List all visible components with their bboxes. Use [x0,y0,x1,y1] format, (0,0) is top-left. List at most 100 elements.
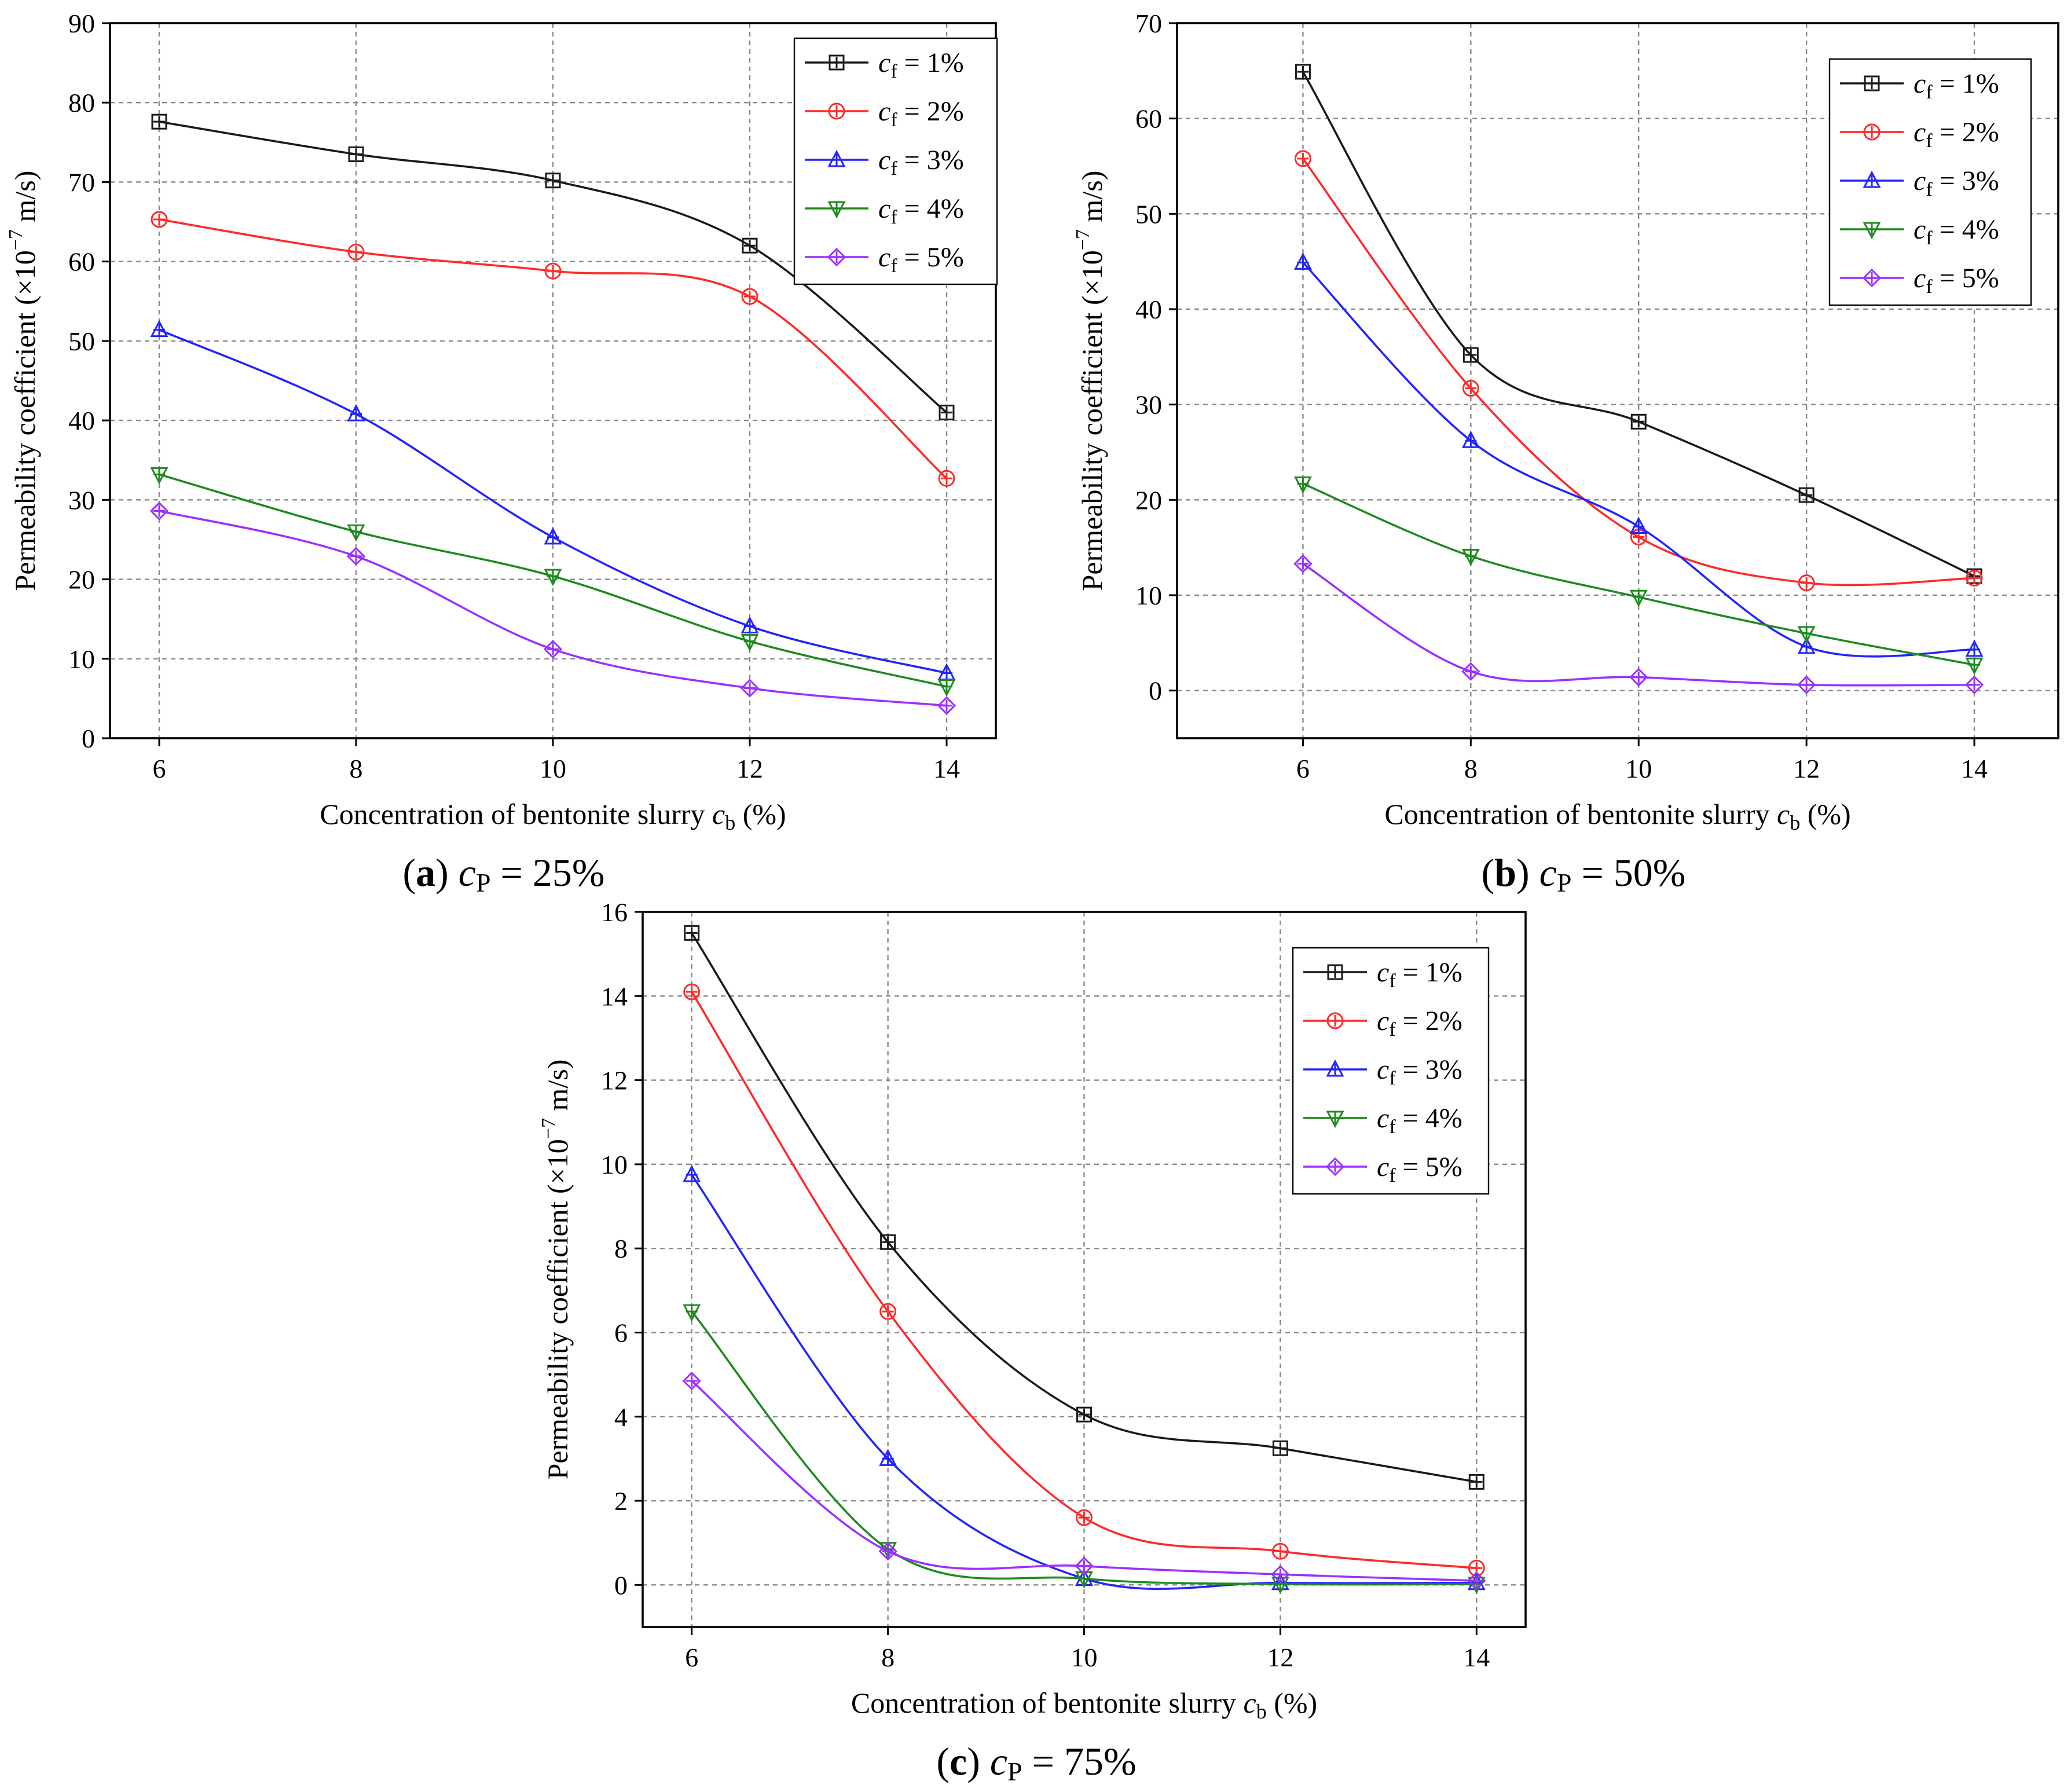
data-point [1462,380,1479,397]
legend-marker [1326,1059,1344,1077]
legend-box [1828,58,2032,306]
legend-item-cf1: cf = 1% [805,47,964,82]
y-tick-label: 0 [82,724,95,753]
legend-marker [827,149,846,167]
series-line [691,1310,1477,1586]
data-point [1461,430,1480,448]
y-tick-label: 30 [1135,390,1162,420]
legend: cf = 1% cf = 2% cf = 3% cf = 4% cf = 5% [1828,58,2032,306]
legend-label: cf = 4% [1914,214,1999,249]
legend-item-cf4: cf = 4% [1303,1103,1462,1138]
series-line [691,991,1477,1570]
data-point [1629,668,1648,687]
legend-marker [827,247,846,267]
data-point [1293,554,1313,573]
legend-marker [827,201,846,219]
x-tick-label: 14 [933,754,960,783]
x-tick-label: 8 [350,754,363,783]
x-axis-title: Concentration of bentonite slurry cb (%) [1384,798,1850,834]
legend-item-cf5: cf = 5% [805,242,964,277]
y-tick-label: 0 [1149,676,1162,706]
data-point [1461,662,1480,681]
series-cf2 [683,983,1485,1577]
legend-label: cf = 3% [878,145,964,179]
data-point [1966,569,1983,587]
legend: cf = 1% cf = 2% cf = 3% cf = 4% cf = 5% [793,37,998,285]
legend-marker [1863,123,1881,141]
data-point [346,547,366,566]
legend-label: cf = 4% [878,193,964,228]
y-tick-label: 40 [1135,295,1162,324]
x-tick-label: 12 [1793,754,1820,783]
x-tick-label: 10 [1071,1643,1098,1672]
y-tick-label: 30 [68,485,95,515]
data-point [1964,675,1984,694]
chart-panel-b: 6 8 10 12 14 0 10 20 30 40 50 60 70 Concentration of … [1072,9,2059,897]
x-tick-label: 6 [1296,754,1310,783]
y-axis-title: Permeability coefficient (×10−7 m/s) [538,1060,574,1480]
y-tick-label: 16 [601,897,628,927]
series-cf4 [1293,476,1984,675]
legend-label: cf = 5% [1914,263,1999,298]
x-tick-label: 8 [1464,754,1478,783]
legend-label: cf = 5% [1377,1152,1462,1186]
x-tick-label: 12 [1267,1643,1293,1672]
series-cf5 [1293,554,1984,694]
data-point [1798,574,1815,592]
data-point [543,640,563,659]
legend-marker [1862,268,1882,288]
data-point [879,1449,897,1466]
legend-label: cf = 1% [878,47,964,82]
legend-item-cf5: cf = 5% [1840,263,1999,298]
data-point [740,679,760,698]
series-line [1302,71,1975,577]
data-point [1798,487,1815,503]
data-point [1797,675,1816,694]
legend-label: cf = 3% [1377,1054,1462,1089]
data-point [1293,252,1312,270]
legend-item-cf2: cf = 2% [1840,117,1999,152]
data-point [1467,1571,1486,1591]
x-tick-label: 10 [540,754,566,783]
y-tick-label: 10 [601,1150,628,1179]
y-tick-label: 6 [614,1318,628,1347]
data-point [1629,589,1648,607]
x-tick-label: 6 [153,754,166,783]
data-point [937,679,956,697]
data-point [544,527,562,545]
data-point [1461,548,1480,566]
series-cf1 [684,925,1484,1490]
series-cf2 [151,211,955,487]
y-tick-label: 2 [614,1486,628,1516]
legend-marker [1326,1111,1344,1128]
data-point [938,470,955,487]
series-line [691,1174,1477,1590]
x-tick-label: 14 [1463,1643,1490,1672]
x-tick-label: 6 [685,1643,698,1672]
legend-item-cf3: cf = 3% [1840,166,1999,200]
data-point [1965,657,1984,675]
x-tick-label: 14 [1961,754,1988,783]
data-point [1797,626,1816,644]
series-cf2 [1294,150,1983,592]
series-cf5 [682,1371,1486,1591]
x-tick-label: 10 [1625,754,1652,783]
legend-label: cf = 1% [1377,957,1462,992]
y-tick-label: 20 [1135,485,1162,515]
legend-label: cf = 3% [1914,166,1999,200]
legend-marker [1863,222,1881,240]
legend-marker [1325,1157,1345,1177]
y-tick-label: 70 [1135,9,1162,38]
chart-panel-a: 6 8 10 12 14 0 10 20 30 40 50 60 70 80 90 Concentration… [5,9,998,897]
data-point [1295,64,1311,80]
data-point [684,925,700,941]
data-point [1271,1542,1289,1560]
legend-label: cf = 2% [1914,117,1999,152]
data-point [1294,150,1311,167]
y-axis-title: Permeability coefficient (×10−7 m/s) [5,171,41,591]
y-tick-label: 0 [614,1570,628,1600]
data-point [741,288,758,305]
data-point [1462,347,1479,363]
series-cf5 [149,501,956,715]
